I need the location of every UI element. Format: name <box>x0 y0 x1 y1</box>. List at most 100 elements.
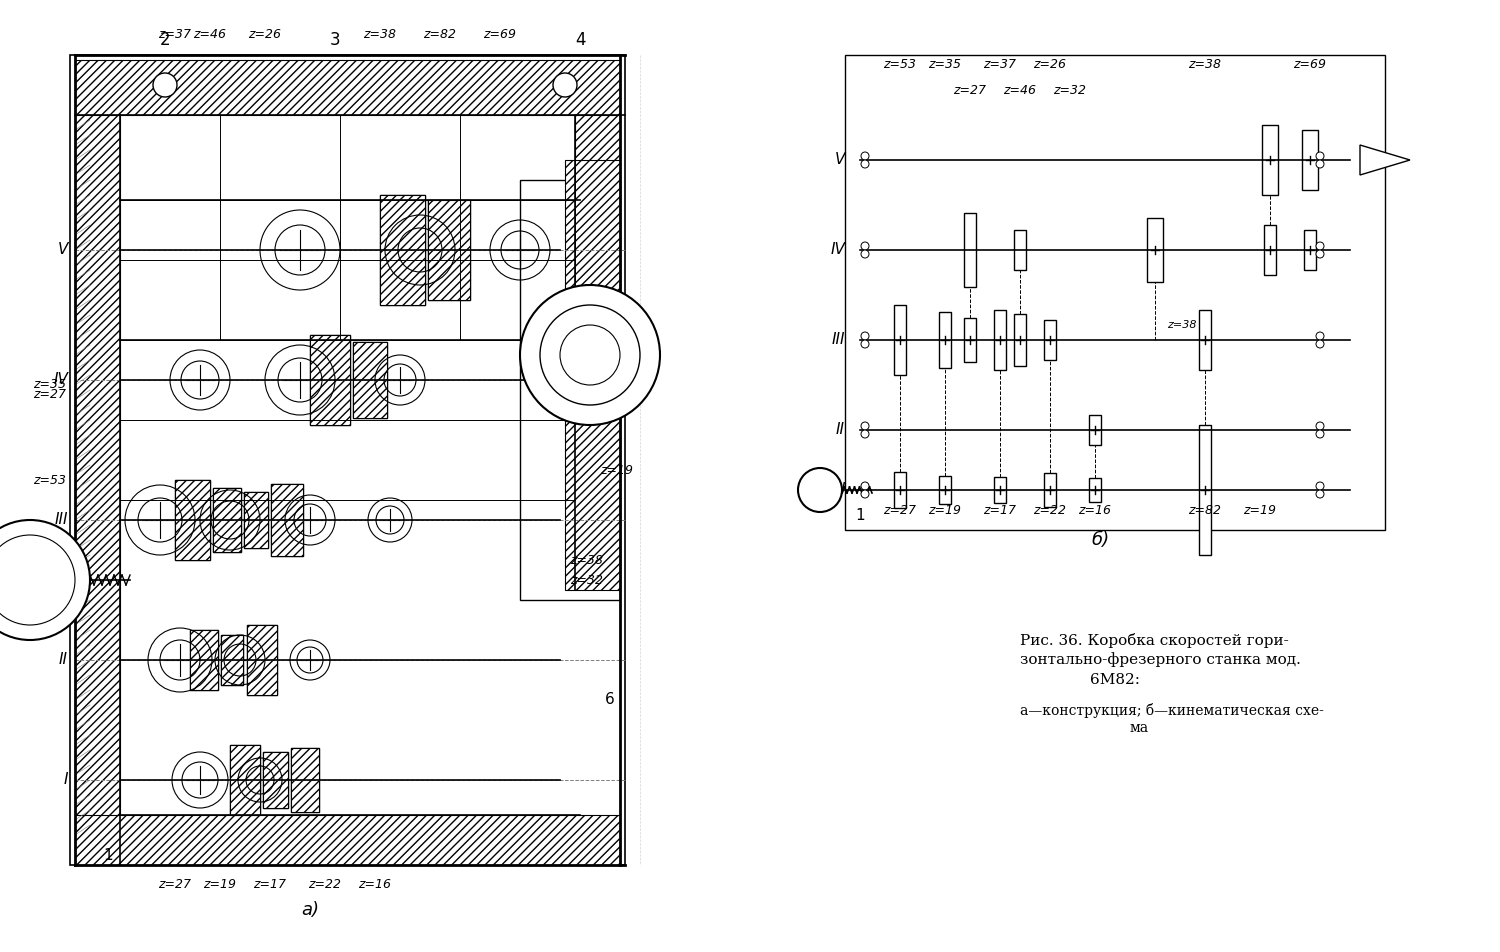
Bar <box>213 488 242 552</box>
Circle shape <box>0 520 90 640</box>
Bar <box>230 745 260 815</box>
Text: z=32: z=32 <box>570 573 603 586</box>
Bar <box>964 318 976 362</box>
Bar <box>272 484 303 556</box>
Text: z=16: z=16 <box>358 879 392 891</box>
Text: z=35: z=35 <box>928 58 962 71</box>
Text: 5: 5 <box>610 292 620 307</box>
Text: z=16: z=16 <box>1078 504 1112 517</box>
Text: V: V <box>57 243 68 257</box>
Circle shape <box>861 242 868 250</box>
Bar <box>190 630 217 690</box>
Bar <box>380 195 424 305</box>
Bar <box>427 200 470 300</box>
Text: z=19: z=19 <box>204 879 237 891</box>
Circle shape <box>1316 242 1324 250</box>
Bar <box>291 748 320 812</box>
Text: ма: ма <box>1130 721 1149 735</box>
Circle shape <box>861 490 868 498</box>
Bar <box>1198 310 1210 370</box>
Circle shape <box>861 160 868 168</box>
Circle shape <box>1316 250 1324 258</box>
Text: 2: 2 <box>159 31 171 49</box>
Bar <box>75 60 620 115</box>
Circle shape <box>153 73 177 97</box>
Text: б): б) <box>1090 531 1108 549</box>
Text: z=69: z=69 <box>483 29 516 42</box>
Text: z=53: z=53 <box>33 473 66 486</box>
Text: 1: 1 <box>104 847 112 863</box>
Bar <box>176 480 210 560</box>
Text: 3: 3 <box>330 31 340 49</box>
Bar <box>574 115 620 580</box>
Circle shape <box>861 332 868 340</box>
Text: II: II <box>58 652 68 667</box>
Circle shape <box>1316 340 1324 348</box>
Bar <box>310 335 350 425</box>
Circle shape <box>540 305 640 405</box>
Bar <box>894 305 906 375</box>
Bar <box>310 335 350 425</box>
Bar <box>244 492 268 548</box>
Circle shape <box>1316 482 1324 490</box>
Circle shape <box>861 430 868 438</box>
Bar <box>1198 425 1210 555</box>
Bar <box>75 815 620 865</box>
Text: III: III <box>831 332 844 347</box>
Text: III: III <box>54 512 68 527</box>
Bar <box>220 635 243 685</box>
Text: I: I <box>840 483 844 498</box>
Bar <box>262 752 288 808</box>
Text: I: I <box>63 772 68 787</box>
Text: z=19: z=19 <box>600 464 633 477</box>
Bar <box>1089 478 1101 502</box>
Bar <box>352 342 387 418</box>
Bar <box>213 488 242 552</box>
Text: z=22: z=22 <box>309 879 342 891</box>
Text: z=38: z=38 <box>570 553 603 566</box>
Bar <box>427 200 470 300</box>
Text: V: V <box>834 152 844 168</box>
Text: z=17: z=17 <box>984 504 1017 517</box>
Text: z=19: z=19 <box>928 504 962 517</box>
Circle shape <box>0 535 75 625</box>
Text: Рис. 36. Коробка скоростей гори-: Рис. 36. Коробка скоростей гори- <box>1020 632 1288 647</box>
Text: z=46: z=46 <box>1004 84 1036 96</box>
Text: z=82: z=82 <box>1188 504 1221 517</box>
Text: z=27: z=27 <box>954 84 987 96</box>
Text: зонтально-фрезерного станка мод.: зонтально-фрезерного станка мод. <box>1020 652 1300 667</box>
Text: 1: 1 <box>855 507 865 523</box>
Circle shape <box>1316 160 1324 168</box>
Text: М: М <box>21 570 39 589</box>
Bar <box>1014 230 1026 270</box>
Bar <box>939 476 951 504</box>
Circle shape <box>861 250 868 258</box>
Text: 6: 6 <box>604 692 615 707</box>
Circle shape <box>1316 422 1324 430</box>
Text: z=26: z=26 <box>1034 58 1066 71</box>
Bar <box>1302 130 1318 190</box>
Circle shape <box>861 152 868 160</box>
Text: z=27: z=27 <box>159 879 192 891</box>
Bar <box>190 630 217 690</box>
Bar <box>894 472 906 508</box>
Bar <box>272 484 303 556</box>
Bar <box>1262 125 1278 195</box>
Bar <box>220 635 243 685</box>
Circle shape <box>1316 490 1324 498</box>
Bar <box>520 180 620 600</box>
Text: z=53: z=53 <box>884 58 916 71</box>
Text: z=38: z=38 <box>1167 320 1197 330</box>
Bar <box>964 213 976 287</box>
Bar <box>1014 314 1026 366</box>
Text: z=69: z=69 <box>1293 58 1326 71</box>
Bar <box>380 195 424 305</box>
Text: II: II <box>836 423 844 438</box>
Bar <box>939 312 951 368</box>
Bar <box>1089 415 1101 445</box>
Bar <box>352 342 387 418</box>
Bar <box>248 625 278 695</box>
Bar <box>1148 218 1162 282</box>
Text: а—конструкция; б—кинематическая схе-: а—конструкция; б—кинематическая схе- <box>1020 703 1324 718</box>
Circle shape <box>520 285 660 425</box>
